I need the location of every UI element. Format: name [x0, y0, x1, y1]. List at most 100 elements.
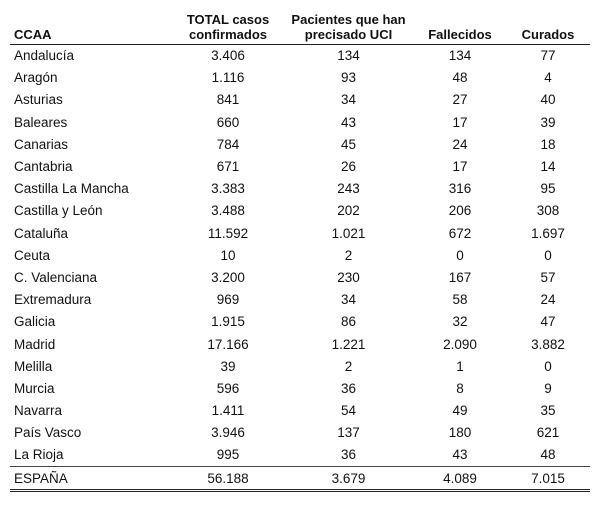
cell-casos: 841 — [216, 92, 240, 108]
cell-uci: 93 — [340, 70, 357, 86]
cell-casos: 1.915 — [211, 314, 245, 330]
cell-fallecidos: 17 — [452, 159, 468, 175]
table-body: Andalucía 3.406 134 134 77 Aragón 1.116 93 48 4 As… — [10, 44, 590, 468]
total-casos: 56.188 — [173, 466, 283, 493]
cell-curados: 40 — [540, 92, 556, 108]
cell-curados: 47 — [540, 314, 556, 330]
total-uci: 3.679 — [283, 466, 414, 493]
cell-fallecidos: 48 — [452, 70, 468, 86]
cell-casos: 39 — [220, 358, 236, 374]
header-fallecidos: Fallecidos — [414, 4, 506, 45]
table-row: Baleares 660 43 17 39 — [10, 111, 590, 133]
table-row: C. Valenciana 3.200 230 167 57 — [10, 266, 590, 288]
cell-uci: 1.021 — [331, 225, 366, 241]
cell-ccaa: Castilla y León — [14, 203, 103, 219]
cell-ccaa: Navarra — [14, 403, 63, 419]
cell-ccaa: Canarias — [14, 136, 69, 152]
cell-ccaa: Galicia — [14, 314, 56, 330]
cell-fallecidos: 8 — [456, 380, 464, 396]
cell-curados: 18 — [540, 136, 556, 152]
header-total-casos: TOTAL casos confirmados — [173, 4, 283, 45]
cell-curados: 1.697 — [531, 225, 565, 241]
cell-curados: 77 — [540, 48, 556, 64]
cell-uci: 137 — [337, 425, 360, 441]
cell-uci: 34 — [340, 292, 357, 308]
cell-fallecidos: 672 — [448, 225, 472, 241]
cell-curados: 308 — [536, 203, 560, 219]
cell-uci: 243 — [337, 181, 360, 197]
total-row: ESPAÑA 56.188 3.679 4.089 7.015 — [10, 466, 590, 493]
cell-casos: 784 — [216, 136, 240, 152]
cell-ccaa: Ceuta — [14, 247, 51, 263]
cell-curados: 9 — [544, 380, 552, 396]
cell-casos: 995 — [173, 443, 283, 468]
cell-fallecidos: 24 — [452, 136, 468, 152]
table-row: Murcia 596 36 8 9 — [10, 377, 590, 399]
cell-fallecidos: 316 — [448, 181, 472, 197]
cell-fallecidos: 167 — [448, 269, 472, 285]
table-row: Cataluña 11.592 1.021 672 1.697 — [10, 222, 590, 244]
cell-ccaa: Andalucía — [14, 48, 75, 64]
cell-fallecidos: 49 — [452, 403, 468, 419]
table-header: CCAA TOTAL casos confirmados Pacientes qu… — [10, 4, 590, 45]
ccaa-covid-table: CCAA TOTAL casos confirmados Pacientes qu… — [10, 4, 590, 493]
table-row: Cantabria 671 26 17 14 — [10, 155, 590, 177]
total-fallecidos: 4.089 — [414, 466, 506, 493]
cell-ccaa: Madrid — [14, 336, 56, 352]
cell-ccaa: La Rioja — [10, 443, 173, 468]
cell-casos: 660 — [216, 114, 240, 130]
table-row: Ceuta 10 2 0 0 — [10, 244, 590, 266]
cell-uci: 54 — [340, 403, 357, 419]
table-row: Aragón 1.116 93 48 4 — [10, 67, 590, 89]
table-row: Melilla 39 2 1 0 — [10, 355, 590, 377]
cell-ccaa: Baleares — [14, 114, 68, 130]
cell-fallecidos: 58 — [452, 292, 468, 308]
cell-casos: 1.116 — [211, 70, 245, 86]
cell-ccaa: Cataluña — [14, 225, 69, 241]
cell-fallecidos: 1 — [456, 358, 464, 374]
table-row: Andalucía 3.406 134 134 77 — [10, 44, 590, 67]
cell-ccaa: Aragón — [14, 70, 58, 86]
table-row: Madrid 17.166 1.221 2.090 3.882 — [10, 333, 590, 355]
table-row: Galicia 1.915 86 32 47 — [10, 311, 590, 333]
cell-uci: 134 — [337, 48, 360, 64]
cell-curados: 621 — [536, 425, 560, 441]
cell-fallecidos: 134 — [448, 48, 472, 64]
cell-uci: 1.221 — [331, 336, 366, 352]
cell-casos: 3.946 — [211, 425, 245, 441]
cell-casos: 3.383 — [211, 181, 245, 197]
cell-uci: 26 — [340, 159, 357, 175]
cell-ccaa: C. Valenciana — [14, 269, 98, 285]
cell-uci: 34 — [340, 92, 357, 108]
table-row: País Vasco 3.946 137 180 621 — [10, 422, 590, 444]
cell-uci: 45 — [340, 136, 357, 152]
cell-uci: 202 — [337, 203, 360, 219]
cell-ccaa: Castilla La Mancha — [14, 181, 129, 197]
cell-fallecidos: 180 — [448, 425, 472, 441]
cell-uci: 2 — [344, 358, 353, 374]
cell-curados: 0 — [544, 358, 552, 374]
cell-curados: 3.882 — [531, 336, 565, 352]
cell-uci: 43 — [340, 114, 357, 130]
cell-ccaa: Extremadura — [14, 292, 92, 308]
cell-ccaa: Murcia — [14, 380, 55, 396]
table-row: Navarra 1.411 54 49 35 — [10, 400, 590, 422]
cell-casos: 3.200 — [211, 269, 245, 285]
header-curados: Curados — [506, 4, 590, 45]
cell-curados: 24 — [540, 292, 556, 308]
cell-curados: 14 — [540, 159, 556, 175]
cell-fallecidos: 32 — [452, 314, 468, 330]
header-ccaa: CCAA — [10, 4, 173, 45]
cell-ccaa: Cantabria — [14, 159, 73, 175]
cell-casos: 10 — [220, 247, 236, 263]
cell-curados: 39 — [540, 114, 556, 130]
table-row: Extremadura 969 34 58 24 — [10, 289, 590, 311]
total-curados: 7.015 — [506, 466, 590, 493]
cell-casos: 17.166 — [207, 336, 249, 352]
cell-uci: 36 — [340, 380, 357, 396]
cell-uci: 2 — [344, 247, 353, 263]
cell-uci: 230 — [337, 269, 360, 285]
cell-ccaa: Melilla — [14, 358, 53, 374]
cell-uci: 86 — [340, 314, 357, 330]
header-uci: Pacientes que han precisado UCI — [283, 4, 414, 45]
